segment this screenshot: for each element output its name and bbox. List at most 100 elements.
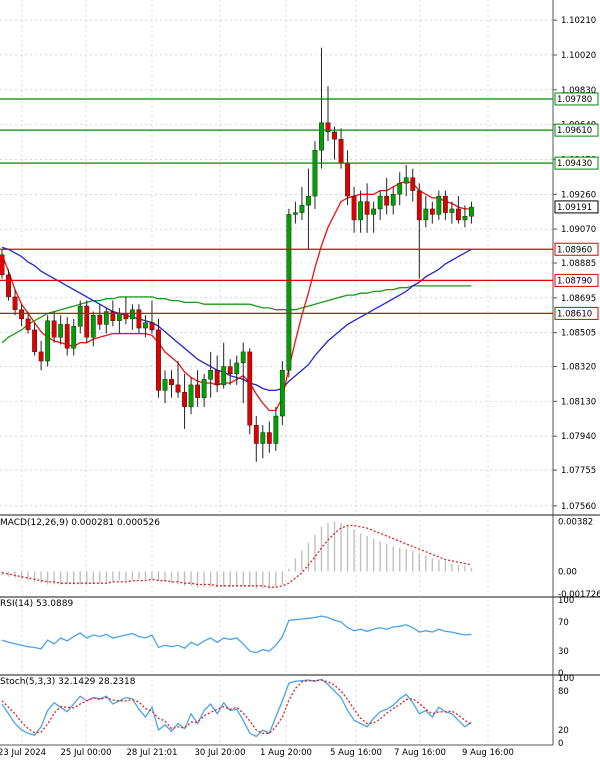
candle-body	[442, 195, 448, 213]
price-tick-label: 1.08505	[561, 329, 596, 339]
level-tag	[554, 242, 599, 256]
candle-body	[449, 208, 455, 213]
price-tick-label: 1.08885	[561, 259, 596, 269]
macd-tick-label: 0.00382	[558, 517, 593, 527]
candle-body	[260, 432, 266, 444]
candle-body	[462, 216, 468, 221]
time-tick-label: 5 Aug 16:00	[330, 748, 382, 757]
stoch-tick-label: 80	[558, 687, 569, 697]
price-tick-label: 1.07755	[561, 466, 596, 476]
candle-body	[332, 131, 337, 140]
stoch-d-line	[1, 679, 472, 734]
stoch-tick-label: 100	[558, 674, 574, 684]
candle-body	[253, 424, 259, 444]
macd-tick-label: -0.001726	[558, 590, 600, 600]
current-price-tag	[554, 200, 599, 214]
candle-body	[143, 322, 148, 329]
candle-body	[201, 379, 207, 398]
candle-body	[384, 195, 390, 206]
candle-body	[410, 177, 416, 191]
level-tag-label: 1.08790	[557, 276, 592, 286]
candle-body	[208, 370, 214, 380]
candle-body	[416, 190, 422, 221]
level-tag-label: 1.09780	[557, 95, 592, 105]
macd-label: MACD(12,26,9) 0.000281 0.000526	[0, 518, 160, 528]
candle-body	[390, 194, 396, 206]
candle-body	[149, 322, 155, 331]
candle-body	[299, 205, 305, 213]
time-tick-label: 30 Jul 20:00	[195, 748, 246, 757]
rsi-tick-label: 30	[558, 647, 569, 657]
price-tick-label: 1.09830	[561, 86, 596, 96]
candle-body	[371, 208, 377, 215]
candle-body	[456, 208, 461, 221]
candle-body	[377, 195, 383, 210]
candle-body	[25, 318, 31, 331]
rsi-line	[1, 615, 472, 654]
candle-body	[338, 139, 344, 164]
stoch-k-line	[1, 678, 472, 738]
current-price-label: 1.09191	[557, 203, 592, 213]
level-tag	[554, 306, 599, 320]
candle-body	[306, 195, 311, 206]
price-tick-label: 1.10210	[561, 16, 596, 26]
candle-body	[266, 432, 272, 444]
candle-body	[84, 305, 90, 338]
level-tag	[554, 273, 599, 287]
candle-body	[71, 326, 77, 349]
candle-body	[77, 305, 83, 327]
level-tag-label: 1.08960	[557, 245, 592, 255]
candle-body	[19, 309, 24, 320]
candle-body	[358, 201, 363, 221]
candle-body	[469, 206, 474, 217]
candle-body	[351, 195, 357, 221]
stoch-tick-label: 20	[558, 726, 569, 736]
candle-body	[273, 415, 279, 444]
candle-body	[227, 366, 233, 375]
macd-signal-line	[1, 524, 472, 588]
candle-body	[51, 320, 57, 338]
candle-body	[312, 150, 318, 197]
price-tick-label: 1.08130	[561, 397, 596, 407]
candle-body	[162, 379, 168, 391]
candle-body	[188, 384, 194, 408]
macd-tick-label: 0.00	[558, 567, 577, 577]
candle-body	[403, 177, 409, 184]
candle-body	[6, 274, 11, 298]
candle-body	[364, 201, 370, 215]
candle-body	[214, 370, 220, 386]
candle-body	[240, 351, 246, 364]
candle-body	[45, 320, 51, 362]
candle-body	[97, 315, 103, 325]
price-tick-label: 1.10020	[561, 51, 596, 61]
candle-body	[110, 311, 116, 321]
candle-body	[64, 324, 70, 349]
time-tick-label: 25 Jul 00:00	[61, 748, 112, 757]
candle-body	[123, 313, 129, 320]
rsi-tick-label: 70	[558, 618, 569, 628]
price-tick-label: 1.09070	[561, 225, 596, 235]
candle-body	[32, 329, 38, 353]
time-tick-label: 9 Aug 16:00	[462, 748, 514, 757]
candle-body	[293, 212, 298, 215]
candle-body	[12, 296, 18, 310]
rsi-tick-label: 0	[558, 669, 563, 679]
level-tag-label: 1.08610	[557, 309, 592, 319]
candle-body	[423, 208, 429, 221]
candle-body	[0, 254, 5, 276]
candle-body	[286, 214, 292, 371]
candle-body	[234, 362, 240, 375]
candle-body	[58, 324, 64, 338]
price-tick-label: 1.07940	[561, 432, 596, 442]
price-tick-label: 1.09260	[561, 190, 596, 200]
time-tick-label: 7 Aug 16:00	[394, 748, 446, 757]
time-tick-label: 1 Aug 20:00	[260, 748, 312, 757]
candle-body	[345, 162, 350, 197]
time-tick-label: 28 Jul 21:01	[127, 748, 178, 757]
level-tag-label: 1.09610	[557, 126, 592, 136]
price-tick-label: 1.07560	[561, 502, 596, 512]
level-tag	[554, 92, 599, 106]
candle-body	[129, 309, 135, 320]
